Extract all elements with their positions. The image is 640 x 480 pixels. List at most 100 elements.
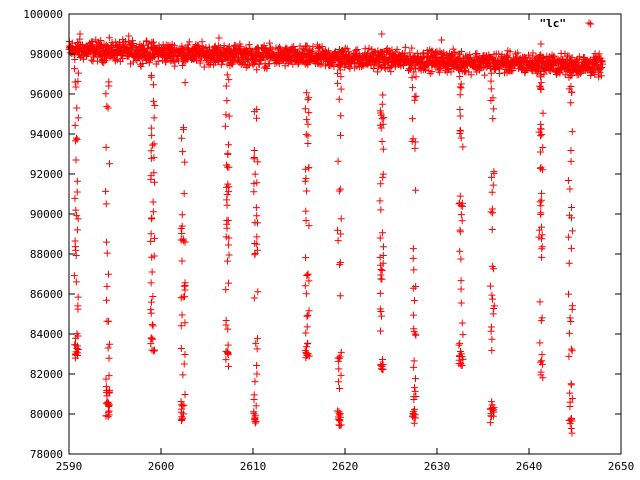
data-point [377, 271, 385, 279]
data-point [250, 294, 258, 302]
data-point [89, 38, 97, 46]
data-point [408, 44, 416, 52]
x-tick-label: 2610 [240, 460, 267, 473]
data-point [129, 40, 137, 48]
data-point [408, 412, 416, 420]
data-point [147, 298, 155, 306]
data-point [379, 145, 387, 153]
data-point [504, 53, 512, 61]
data-point [565, 52, 573, 60]
data-point [302, 130, 310, 138]
data-point [223, 191, 231, 199]
data-point [119, 54, 127, 62]
data-point [537, 79, 545, 87]
data-point [379, 173, 387, 181]
data-point [411, 144, 419, 152]
data-point [103, 102, 111, 110]
data-point [253, 370, 261, 378]
x-tick-label: 2650 [608, 460, 635, 473]
data-point [149, 141, 157, 149]
data-point [410, 405, 418, 413]
data-point [223, 183, 231, 191]
data-point [178, 402, 186, 410]
data-point [166, 57, 174, 65]
data-point [250, 155, 258, 163]
data-point [458, 361, 466, 369]
data-point [225, 251, 233, 259]
data-point [104, 270, 112, 278]
data-point [335, 416, 343, 424]
data-point [537, 209, 545, 217]
data-point [303, 116, 311, 124]
data-point [73, 177, 81, 185]
data-point [253, 219, 261, 227]
data-point [225, 163, 233, 171]
data-point [149, 198, 157, 206]
data-point [380, 114, 388, 122]
data-point [105, 354, 113, 362]
data-point [303, 343, 311, 351]
data-point [103, 249, 111, 257]
data-point [195, 42, 203, 50]
data-point [456, 106, 464, 114]
data-point [224, 349, 232, 357]
data-point [336, 261, 344, 269]
data-point [251, 419, 259, 427]
data-point [305, 109, 313, 117]
data-point [487, 69, 495, 77]
data-point [181, 286, 189, 294]
data-points [65, 20, 607, 437]
data-point [565, 73, 573, 81]
data-point [147, 230, 155, 238]
data-point [573, 57, 581, 65]
data-point [74, 215, 82, 223]
data-point [250, 409, 258, 417]
data-point [223, 71, 231, 79]
data-point [565, 259, 573, 267]
y-tick-label: 78000 [30, 448, 63, 461]
data-point [224, 279, 232, 287]
data-point [576, 53, 584, 61]
data-point [147, 147, 155, 155]
data-point [334, 357, 342, 365]
data-point [72, 278, 80, 286]
data-point [253, 240, 261, 248]
data-point [185, 38, 193, 46]
data-point [73, 188, 81, 196]
data-point [149, 292, 157, 300]
data-point [336, 131, 344, 139]
data-point [177, 322, 185, 330]
data-point [76, 53, 84, 61]
data-point [345, 48, 353, 56]
data-point [250, 180, 258, 188]
data-point [74, 77, 82, 85]
data-point [178, 211, 186, 219]
data-point [409, 245, 417, 253]
data-point [457, 211, 465, 219]
data-point [488, 173, 496, 181]
data-point [377, 124, 385, 132]
data-point [412, 186, 420, 194]
data-point [591, 71, 599, 79]
data-point [255, 60, 263, 68]
data-point [105, 372, 113, 380]
data-point [406, 65, 414, 73]
data-point [181, 158, 189, 166]
data-point [180, 401, 188, 409]
data-point [537, 40, 545, 48]
data-point [538, 131, 546, 139]
data-point [72, 348, 80, 356]
data-point [456, 72, 464, 80]
data-point [178, 222, 186, 230]
data-point [177, 398, 185, 406]
data-point [378, 312, 386, 320]
data-point [251, 251, 259, 259]
data-point [567, 318, 575, 326]
data-point [170, 42, 178, 50]
data-point [410, 393, 418, 401]
data-point [147, 237, 155, 245]
data-point [200, 63, 208, 71]
data-point [150, 140, 158, 148]
data-point [282, 44, 290, 52]
data-point [390, 52, 398, 60]
